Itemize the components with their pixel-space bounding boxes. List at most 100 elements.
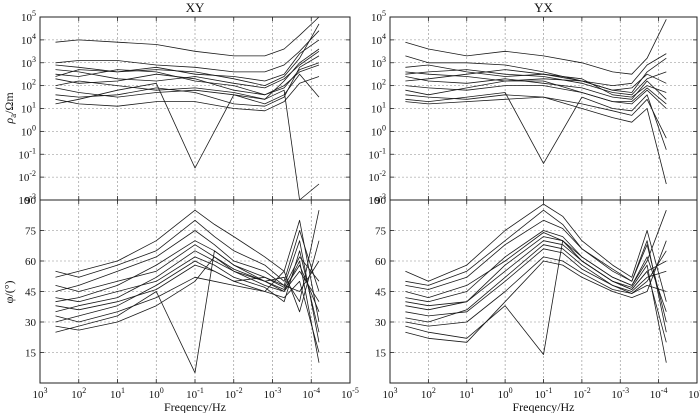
series-line — [55, 64, 320, 96]
series-line — [405, 85, 667, 105]
y-tick-label: 102 — [21, 78, 36, 93]
series-line — [405, 76, 667, 100]
panel-rho-xy: 10-3 10-2 10-1 100 101 102 103 104 105 XY — [18, 0, 351, 207]
x-tick-label: 10-1 — [535, 386, 553, 401]
x-tick-label: 100 — [498, 386, 513, 401]
y-tick-label: 45 — [375, 287, 387, 299]
x-tick-label: 10-1 — [186, 386, 204, 401]
series-line — [405, 94, 667, 139]
series-line — [55, 256, 320, 331]
x-tick-label: 10-4 — [302, 386, 320, 401]
y-axis-label-phase: φ/(°) — [2, 280, 16, 303]
y-tick-label: 10-1 — [18, 146, 36, 161]
x-tick-label: 102 — [71, 386, 86, 401]
y-tick-label: 101 — [21, 101, 36, 116]
x-tick-label: 103 — [383, 386, 398, 401]
series-line — [405, 244, 667, 323]
series-line — [405, 203, 667, 302]
y-axis-label-rho: ρa/Ωm — [2, 92, 18, 125]
series-line — [55, 76, 320, 112]
x-tick-label: 10-5 — [688, 386, 700, 401]
plot-frame — [39, 199, 351, 384]
y-tick-label: 100 — [371, 123, 386, 138]
x-tick-label: 10-3 — [611, 386, 629, 401]
x-tick-label: 10-2 — [573, 386, 591, 401]
series-line — [405, 240, 667, 363]
x-tick-label: 10-3 — [264, 386, 282, 401]
x-tick-label: 101 — [459, 386, 474, 401]
y-tick-label: 15 — [25, 348, 37, 360]
y-tick-label: 75 — [25, 226, 37, 238]
x-tick-label: 103 — [33, 386, 48, 401]
y-tick-label: 30 — [25, 317, 37, 329]
y-tick-label: 105 — [21, 9, 36, 24]
series-line — [55, 23, 320, 86]
y-tick-label: 10-1 — [368, 146, 386, 161]
y-tick-label: 100 — [21, 123, 36, 138]
series-line — [55, 250, 320, 374]
series-line — [55, 82, 320, 201]
series-line — [405, 69, 667, 96]
y-tick-label: 75 — [375, 226, 387, 238]
y-tick-label: 15 — [375, 348, 387, 360]
x-tick-label: 10-5 — [341, 386, 359, 401]
panel-rho-yx: 10-3 10-2 10-1 100 101 102 103 104 105 YX — [368, 0, 698, 207]
series-line — [55, 230, 320, 343]
y-tick-label: 45 — [25, 287, 37, 299]
series-line — [55, 219, 320, 292]
series-line — [55, 30, 320, 73]
y-tick-label: 30 — [375, 317, 387, 329]
series-line — [55, 260, 320, 311]
y-tick-label: 105 — [371, 9, 386, 24]
x-tick-label: 10-2 — [225, 386, 243, 401]
series-line — [405, 19, 667, 75]
series-line — [405, 55, 667, 93]
panel-title: YX — [534, 0, 553, 15]
series-line — [405, 209, 667, 333]
y-tick-label: 10-2 — [368, 169, 386, 184]
series-line — [55, 55, 320, 107]
series-line — [55, 16, 320, 57]
y-tick-label: 102 — [371, 78, 386, 93]
x-tick-label: 100 — [149, 386, 164, 401]
y-tick-label: 90 — [375, 195, 387, 207]
series-line — [405, 236, 667, 343]
series-line — [405, 96, 667, 185]
y-tick-label: 60 — [25, 256, 37, 268]
series-line — [405, 240, 667, 343]
series-line — [55, 244, 320, 302]
series-line — [405, 256, 667, 327]
panel-phase-yx: 15 30 45 60 75 90 103 102 101 100 10-1 10-2 10-3 10-4… — [375, 195, 700, 413]
series-line — [405, 248, 667, 317]
x-tick-label: 102 — [421, 386, 436, 401]
series-line — [55, 250, 320, 333]
series-line — [55, 276, 320, 353]
panel-title: XY — [186, 0, 205, 15]
series-line — [405, 210, 667, 303]
series-line — [405, 53, 667, 86]
series-line — [55, 209, 320, 323]
panel-phase-xy: 15 30 45 60 75 90 103 102 101 100 10-1 10-2 10-3 10-4… — [25, 195, 359, 413]
series-line — [405, 92, 667, 164]
y-tick-label: 10-3 — [18, 192, 36, 207]
x-tick-label: 101 — [110, 386, 125, 401]
series-line — [55, 39, 320, 82]
y-tick-label: 104 — [21, 32, 36, 47]
series-line — [405, 80, 667, 109]
x-tick-label: 10-4 — [650, 386, 668, 401]
y-tick-label: 10-2 — [18, 169, 36, 184]
y-tick-label: 101 — [371, 101, 386, 116]
series-line — [405, 232, 667, 312]
y-tick-label: 104 — [371, 32, 386, 47]
y-tick-label: 103 — [21, 55, 36, 70]
y-tick-label: 10-3 — [368, 192, 386, 207]
series-line — [405, 219, 667, 323]
x-axis-label: Freqency/Hz — [164, 400, 226, 413]
y-tick-label: 90 — [25, 195, 37, 207]
y-tick-label: 60 — [375, 256, 387, 268]
plot-frame — [39, 16, 351, 201]
series-line — [405, 64, 667, 98]
x-axis-label: Freqency/Hz — [513, 400, 575, 413]
series-line — [405, 240, 667, 355]
